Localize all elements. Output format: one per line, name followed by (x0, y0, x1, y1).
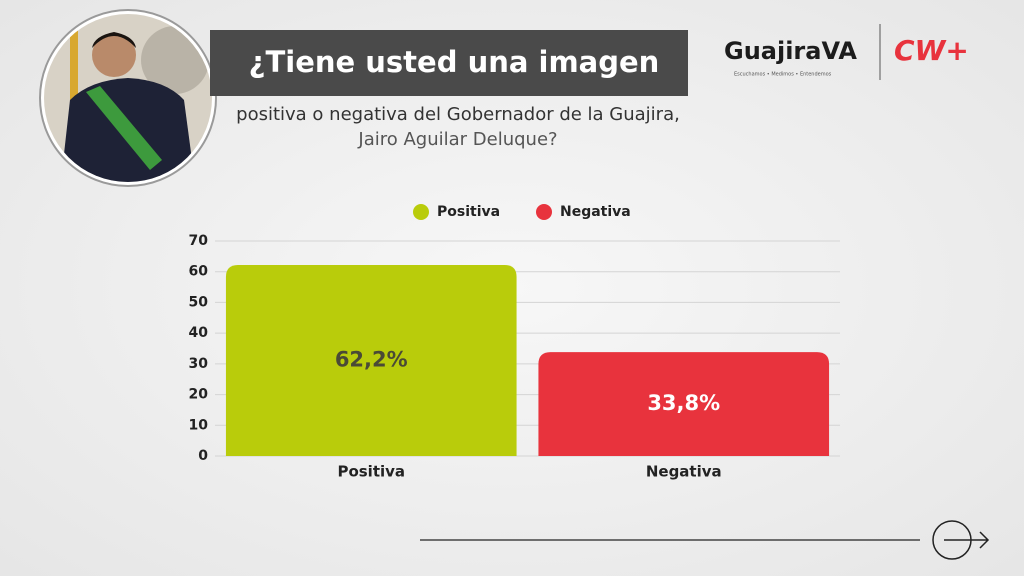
bar (538, 352, 830, 456)
y-tick-label: 70 (189, 233, 209, 249)
y-tick-label: 50 (189, 294, 209, 310)
photo (39, 9, 217, 187)
chart-title: ¿Tiene usted una imagen (249, 45, 660, 79)
y-tick-label: 40 (189, 325, 209, 341)
value-label: 33,8% (647, 391, 720, 415)
next-button[interactable] (932, 520, 990, 560)
bar (225, 264, 517, 456)
legend-swatch (536, 204, 552, 220)
x-tick-label: Negativa (646, 463, 722, 481)
x-tick-label: Positiva (337, 463, 405, 481)
logo-tagline: Escuchamos • Medimos • Entendemos (734, 72, 832, 78)
legend-label: Negativa (560, 204, 631, 220)
y-tick-label: 10 (189, 417, 209, 433)
y-tick-label: 0 (198, 448, 208, 464)
subtitle: Jairo Aguilar Deluque? (357, 129, 557, 150)
y-tick-label: 30 (189, 356, 209, 372)
y-tick-label: 20 (189, 387, 209, 403)
legend-label: Positiva (437, 204, 500, 220)
logo: GuajiraVA (724, 37, 857, 65)
value-label: 62,2% (335, 347, 408, 371)
y-tick-label: 60 (189, 264, 209, 280)
partner-logo: CW+ (894, 34, 969, 67)
legend-swatch (413, 204, 429, 220)
chart: 0 10 20 30 40 50 60 70 Positiva Negativa Positiva 6… (189, 204, 840, 481)
subtitle: positiva o negativa del Gobernador de la… (236, 104, 680, 125)
title-box (210, 30, 688, 96)
